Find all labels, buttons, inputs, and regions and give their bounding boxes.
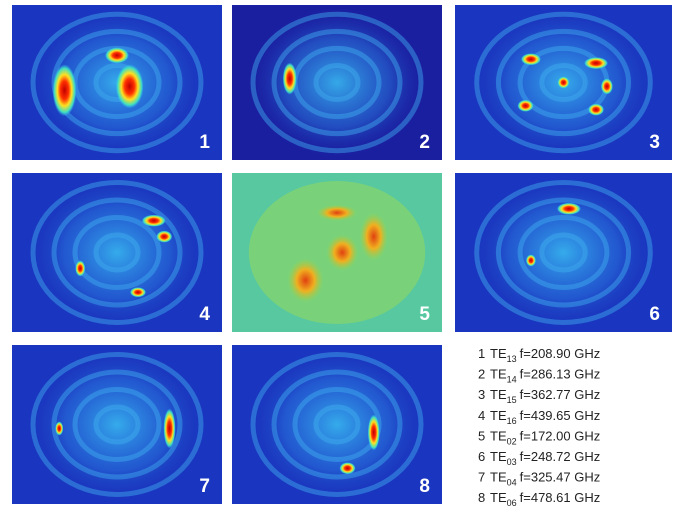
legend-number: 1 (478, 346, 485, 361)
legend-number: 7 (478, 470, 485, 485)
legend-mode: TE (490, 387, 507, 402)
legend-subscript: 03 (507, 457, 517, 467)
mode-image: 2 (232, 5, 442, 160)
panel-label: 4 (199, 304, 210, 325)
legend-frequency: f=439.65 GHz (520, 408, 601, 423)
panel-label: 2 (419, 132, 430, 153)
mode-image: 4 (12, 173, 222, 332)
legend-subscript: 04 (507, 478, 517, 488)
legend-subscript: 02 (507, 436, 517, 446)
legend-mode: TE (490, 367, 507, 382)
legend-mode: TE (490, 490, 507, 505)
legend-number: 8 (478, 490, 485, 505)
panel-label: 6 (649, 304, 660, 325)
legend-frequency: f=172.00 GHz (520, 428, 601, 443)
legend-frequency: f=208.90 GHz (520, 346, 601, 361)
legend-frequency: f=286.13 GHz (520, 367, 601, 382)
panel-label: 5 (419, 304, 430, 325)
panel-label: 8 (419, 476, 430, 497)
legend-mode: TE (490, 470, 507, 485)
legend-number: 4 (478, 408, 485, 423)
legend-mode: TE (490, 449, 507, 464)
legend-number: 3 (478, 387, 485, 402)
legend-subscript: 15 (507, 395, 517, 405)
mode-image: 7 (12, 345, 222, 504)
legend-mode: TE (490, 408, 507, 423)
legend-number: 6 (478, 449, 485, 464)
panel-label: 7 (199, 476, 210, 497)
legend-frequency: f=325.47 GHz (520, 470, 601, 485)
legend-frequency: f=248.72 GHz (520, 449, 601, 464)
panel-label: 1 (199, 132, 210, 153)
mode-image: 6 (455, 173, 672, 332)
legend-mode: TE (490, 346, 507, 361)
legend-subscript: 06 (507, 498, 517, 508)
mode-image: 1 (12, 5, 222, 160)
legend-subscript: 14 (507, 375, 517, 385)
mode-image: 5 (232, 173, 442, 332)
legend-number: 5 (478, 428, 485, 443)
legend-frequency: f=362.77 GHz (520, 387, 601, 402)
legend-frequency: f=478.61 GHz (520, 490, 601, 505)
mode-image: 3 (455, 5, 672, 160)
legend-number: 2 (478, 367, 485, 382)
panel-label: 3 (649, 132, 660, 153)
legend-subscript: 13 (507, 354, 517, 364)
legend-mode: TE (490, 428, 507, 443)
figure: 123456781TE13f=208.90 GHz2TE14f=286.13 G… (0, 0, 685, 516)
legend-subscript: 16 (507, 416, 517, 426)
mode-image: 8 (232, 345, 442, 504)
